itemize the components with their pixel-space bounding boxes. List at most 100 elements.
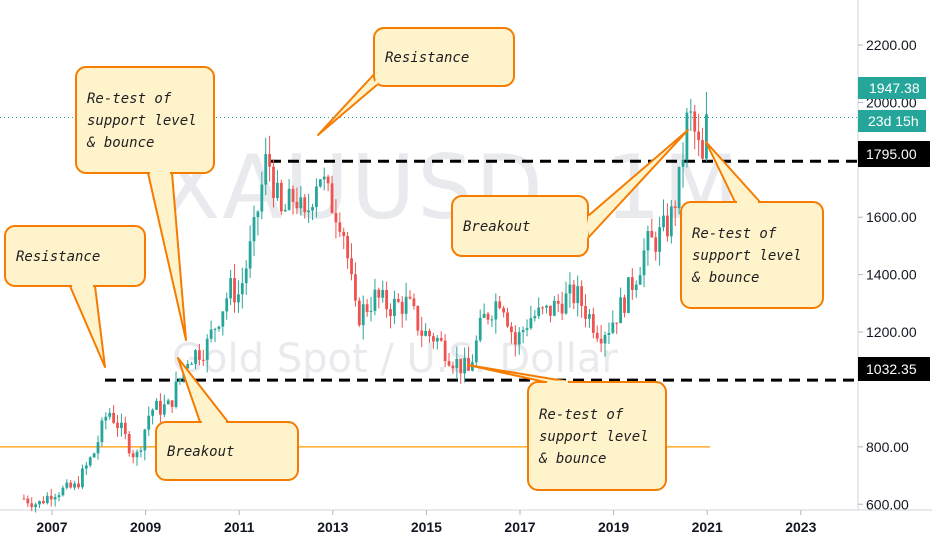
annotation-resistance-1[interactable]: Resistance (4, 225, 146, 368)
candle-body (634, 284, 638, 291)
candle-body (88, 457, 92, 466)
candle-body (697, 131, 701, 141)
candle-body (662, 215, 665, 228)
callout-box[interactable] (75, 66, 215, 174)
callout-box[interactable] (155, 421, 299, 481)
candle-body (225, 298, 229, 312)
candle-body (642, 250, 646, 276)
candle-body (623, 297, 626, 313)
candle-body (584, 305, 587, 319)
watermark-symbol: XAUUSD, 1M (160, 136, 741, 239)
candle-body (580, 286, 584, 306)
candle-body (159, 400, 162, 415)
callout-text-line: & bounce (86, 135, 154, 151)
candle-body (326, 176, 330, 184)
callout-text-line: Re-test of (692, 226, 777, 242)
annotation-retest-2[interactable]: Re-test of support level & bounce (680, 141, 824, 309)
x-tick-label: 2017 (504, 519, 535, 535)
candle-body (365, 304, 369, 312)
candle-body (147, 415, 151, 430)
candle-body (295, 201, 299, 209)
candle-body (439, 338, 443, 341)
candle-body (373, 289, 377, 311)
annotation-breakout-2[interactable]: Breakout (451, 129, 689, 257)
candle-body (240, 283, 244, 295)
candle-body (178, 378, 182, 382)
candle-body (260, 184, 264, 212)
candle-body (611, 322, 615, 333)
candle-body (510, 326, 513, 333)
candle-body (357, 300, 361, 326)
candle-body (400, 301, 404, 314)
countdown-tag: 23d 15h (858, 110, 926, 132)
x-tick-label: 2021 (692, 519, 723, 535)
candle-body (307, 210, 311, 213)
candle-body (112, 412, 116, 423)
candle-body (576, 286, 580, 304)
candle-body (104, 416, 108, 421)
candle-body (338, 222, 342, 232)
candle-body (354, 274, 357, 301)
candle-body (291, 188, 295, 202)
candle-body (77, 483, 80, 488)
candle-body (650, 231, 654, 238)
candle-body (252, 217, 256, 242)
annotation-retest-3[interactable]: Re-test of support level & bounce (467, 364, 667, 491)
candle-body (693, 111, 697, 132)
candle-body (127, 433, 131, 454)
candle-body (256, 211, 260, 218)
annotation-retest-1[interactable]: Re-test of support level & bounce (75, 66, 215, 341)
candle-body (369, 310, 373, 312)
candle-body (221, 311, 225, 327)
candle-body (529, 318, 533, 329)
annotation-breakout-1[interactable]: Breakout (155, 357, 299, 481)
candle-body (42, 501, 45, 504)
support-level-tag: 1032.35 (858, 357, 930, 381)
candle-body (416, 306, 420, 331)
candle-body (311, 207, 314, 211)
candle-body (350, 258, 353, 275)
candle-body (498, 301, 502, 309)
candle-body (494, 301, 498, 320)
candle-body (681, 159, 685, 167)
candle-body (432, 336, 435, 342)
candle-body (209, 329, 213, 339)
candle-body (595, 332, 599, 339)
candle-body (139, 450, 143, 452)
candle-body (428, 330, 431, 337)
candle-body (646, 231, 650, 251)
callout-box[interactable] (527, 381, 667, 491)
candle-body (30, 503, 34, 508)
candle-body (299, 197, 303, 209)
candle-body (315, 186, 318, 208)
x-tick-label: 2015 (411, 519, 442, 535)
candle-body (545, 305, 548, 308)
candle-body (248, 241, 252, 269)
annotation-resistance-2[interactable]: Resistance (317, 27, 515, 136)
y-tick-label: 1200.00 (866, 324, 917, 340)
candle-body (564, 293, 568, 314)
candle-body (123, 422, 127, 434)
current-price-tag: 1947.38 (858, 77, 926, 99)
x-tick-label: 2009 (130, 519, 161, 535)
candle-body (186, 364, 190, 369)
candle-body (689, 111, 693, 113)
candle-body (630, 277, 634, 291)
candle-body (143, 429, 147, 451)
x-tick-label: 2023 (785, 519, 816, 535)
callout-text-line: Breakout (463, 219, 530, 235)
candle-body (45, 495, 49, 504)
candle-body (669, 206, 673, 237)
y-tick-label: 1400.00 (866, 267, 917, 283)
y-tick-label: 2200.00 (866, 37, 917, 53)
callout-text-line: support level (539, 429, 649, 445)
candle-body (155, 400, 158, 410)
callout-text-line: support level (87, 113, 197, 129)
callout-box[interactable] (373, 27, 515, 87)
candle-body (22, 498, 26, 500)
y-tick-label: 600.00 (866, 496, 909, 512)
callout-seam (374, 69, 382, 85)
candle-body (120, 422, 123, 429)
